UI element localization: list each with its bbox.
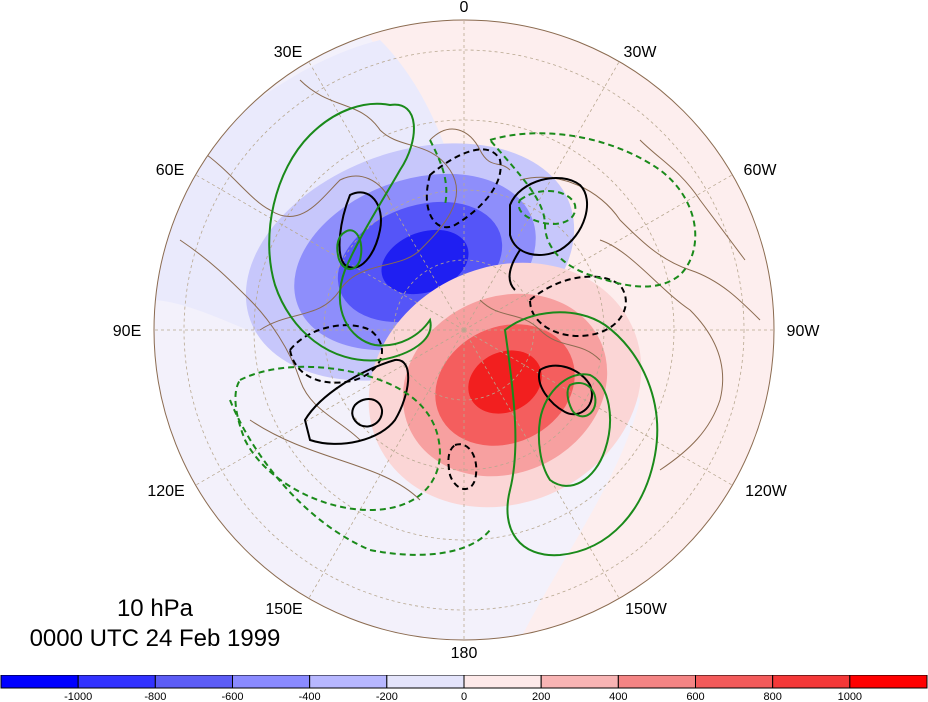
colorbar-tick-label: -600: [221, 691, 243, 702]
globe-outline: [153, 19, 775, 641]
colorbar-box: [695, 675, 774, 689]
colorbar-tick-label: 800: [763, 691, 781, 702]
colorbar-tick-label: -1000: [64, 691, 92, 702]
lon-label-120w: 120W: [745, 483, 788, 500]
longitude-labels: 0 30W 60W 90W 120W 150W 180 150E 120E 90…: [113, 0, 821, 662]
colorbar-box: [617, 675, 697, 689]
colorbar-tick-label: -200: [376, 691, 398, 702]
black-dashed-contours: [288, 148, 627, 490]
colorbar-tick-label: 600: [686, 691, 704, 702]
colorbar-tick-label: 400: [609, 691, 627, 702]
lon-label-0: 0: [460, 0, 469, 16]
black-contours: [303, 176, 593, 445]
colorbar-tick-label: 200: [532, 691, 550, 702]
colorbar-labels: -1000 -800 -600 -400 -200 0 200 400 600 800 1000: [64, 691, 862, 702]
colorbar-box: [849, 675, 928, 689]
colorbar: -1000 -800 -600 -400 -200 0 200 400 600 800 1000: [0, 675, 928, 702]
lon-label-90w: 90W: [787, 323, 821, 340]
colorbar-tick-label: -400: [299, 691, 321, 702]
colorbar-tick-label: 1000: [838, 691, 862, 702]
positive-anomaly-core: [468, 350, 542, 414]
map-title: 10 hPa 0000 UTC 24 Feb 1999: [0, 594, 310, 654]
lon-label-150e: 150E: [265, 601, 302, 618]
lon-label-60e: 60E: [156, 162, 184, 179]
lon-label-180: 180: [451, 645, 478, 662]
colorbar-tick-label: -800: [144, 691, 166, 702]
colorbar-box: [77, 675, 156, 689]
colorbar-boxes: [0, 675, 928, 689]
valid-datetime: 0000 UTC 24 Feb 1999: [29, 625, 281, 652]
lon-label-150w: 150W: [625, 601, 668, 618]
green-dashed-contours: [229, 132, 697, 556]
colorbar-box: [154, 675, 233, 689]
colorbar-box: [463, 675, 542, 689]
lon-label-60w: 60W: [744, 162, 778, 179]
green-contours: [268, 102, 659, 557]
meridians: [154, 20, 774, 640]
colorbar-tick-label: 0: [461, 691, 467, 702]
lon-label-30e: 30E: [274, 44, 302, 61]
colorbar-box: [232, 675, 311, 689]
colorbar-box: [0, 675, 79, 689]
colorbar-box: [772, 675, 851, 689]
lon-label-120e: 120E: [147, 483, 184, 500]
colorbar-box: [540, 675, 619, 689]
colorbar-box: [309, 675, 388, 689]
colorbar-box: [386, 675, 465, 689]
pressure-level: 10 hPa: [116, 595, 194, 622]
lon-label-90e: 90E: [113, 323, 141, 340]
lon-label-30w: 30W: [624, 44, 658, 61]
